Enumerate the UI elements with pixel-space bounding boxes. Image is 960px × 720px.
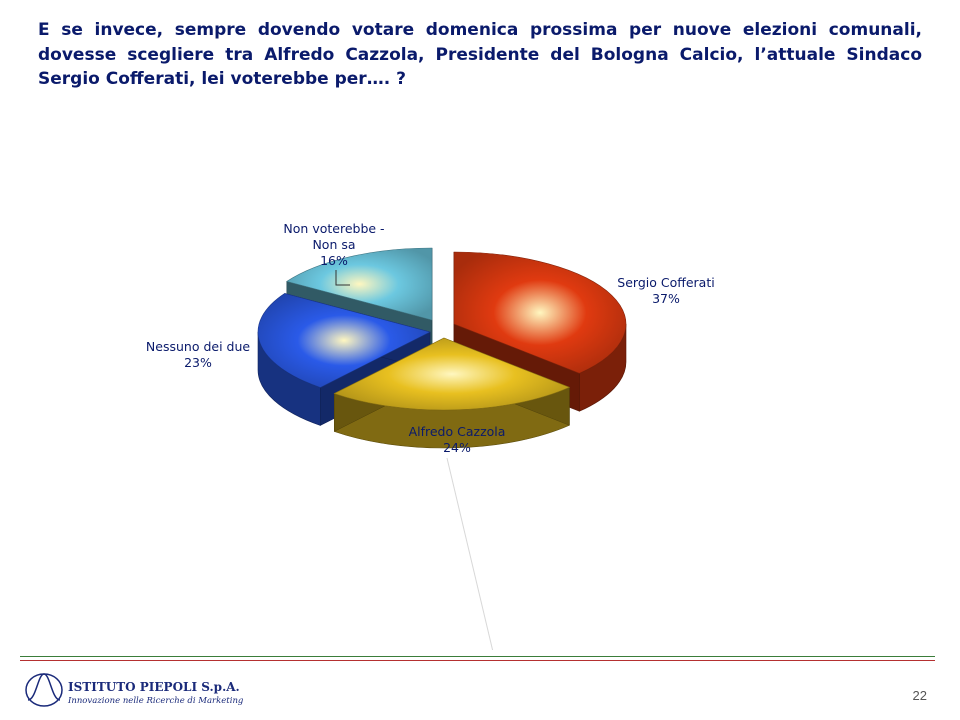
logo-tagline: Innovazione nelle Ricerche di Marketing [68, 696, 244, 706]
logo-name: ISTITUTO PIEPOLI S.p.A. [68, 680, 240, 694]
pie-slice-1 [333, 337, 571, 449]
footer-divider-red [20, 660, 935, 661]
slice-label-2: Nessuno dei due 23% [146, 339, 250, 370]
bell-curve-icon [25, 673, 63, 707]
slice-label-1: Alfredo Cazzola 24% [409, 424, 506, 455]
page-number: 22 [912, 688, 927, 703]
pie-slice-top [453, 251, 627, 374]
pie-chart: Sergio Cofferati 37% Alfredo Cazzola 24% Nes… [146, 221, 715, 650]
istituto-piepoli-logo: ISTITUTO PIEPOLI S.p.A. Innovazione nell… [24, 666, 264, 712]
slice-label-3: Non voterebbe -Non sa 16% [283, 221, 384, 268]
pie-slice-top [257, 293, 431, 388]
pie-slice-top [286, 247, 433, 321]
footer-divider-green [20, 656, 935, 657]
question-text: E se invece, sempre dovendo votare domen… [38, 20, 922, 89]
label-leader-line [335, 270, 350, 286]
slice-label-0: Sergio Cofferati 37% [617, 275, 714, 306]
stray-guide-line [446, 457, 494, 650]
pie-labels: Sergio Cofferati 37% Alfredo Cazzola 24% Nes… [146, 221, 715, 650]
pie-slice-top [333, 337, 571, 411]
pie-slices [257, 247, 627, 449]
